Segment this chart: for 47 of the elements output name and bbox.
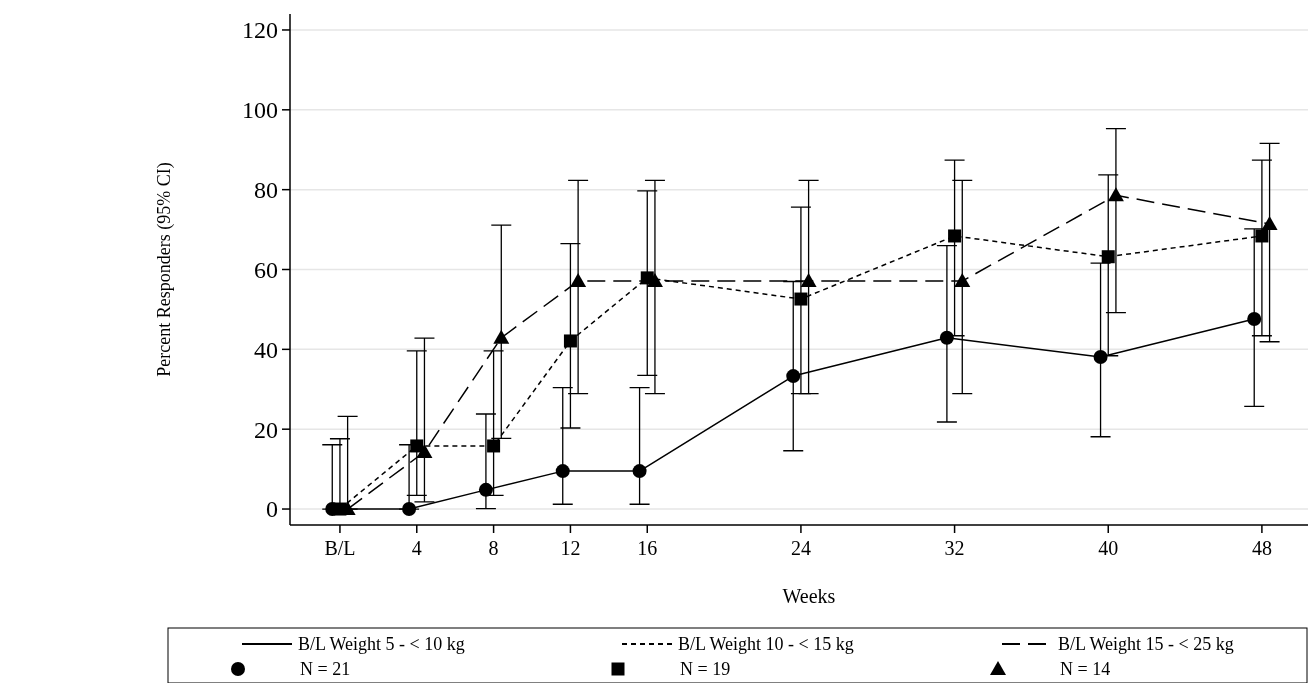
y-tick-label: 20 [254,416,278,443]
x-tick-label: 32 [944,537,965,559]
point [794,292,808,306]
y-tick-label: 0 [266,496,278,523]
point [1261,215,1278,230]
point [786,369,801,384]
y-axis-title: Percent Responders (95% CI) [154,162,175,377]
point [410,439,424,453]
point [493,329,510,344]
y-tick-label: 60 [254,256,278,283]
x-tick-label: 4 [411,537,422,559]
x-axis-title: Weeks [782,585,836,607]
x-tick-label: 40 [1098,537,1119,559]
point [1093,349,1108,364]
point [1255,229,1269,243]
point [632,464,647,479]
x-tick-label: 48 [1251,537,1272,559]
x-tick-label: 24 [790,537,811,559]
x-tick-label: B/L [324,537,356,559]
point [478,482,493,497]
point [948,229,962,243]
point [1107,187,1124,202]
point [402,502,417,517]
point [646,273,663,288]
y-tick-label: 100 [242,97,278,124]
point [800,273,817,288]
legend-label: B/L Weight 5 - < 10 kg [298,634,465,655]
y-tick-label: 40 [254,336,278,363]
text: N = 19 [680,659,731,680]
point [416,443,433,458]
point [1247,312,1262,326]
point [570,273,587,288]
text: N = 21 [300,659,351,680]
legend-label: B/L Weight 15 - < 25 kg [1058,634,1234,655]
x-tick-label: 8 [488,537,499,559]
point [1101,250,1115,264]
point [954,273,971,288]
x-tick-label: 12 [560,537,581,559]
point [939,330,954,345]
point [487,439,501,453]
y-tick-label: 120 [242,17,278,44]
legend-label: B/L Weight 10 - < 15 kg [678,634,854,655]
point [563,334,577,348]
text: N = 14 [1060,659,1111,680]
point [555,464,570,479]
y-tick-label: 80 [254,177,278,204]
x-tick-label: 16 [637,537,658,559]
